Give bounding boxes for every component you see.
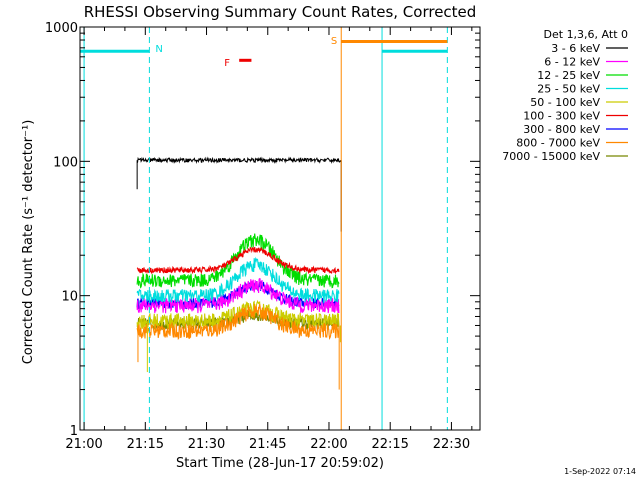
series-800-7000kev [136,304,340,341]
x-tick-label-6: 22:30 [433,437,470,452]
chart-title: RHESSI Observing Summary Count Rates, Co… [84,3,477,21]
x-axis-label: Start Time (28-Jun-17 20:59:02) [176,456,384,471]
y-tick-label-3: 1000 [45,21,78,36]
x-tick-label-1: 21:15 [127,437,164,452]
legend-label-2: 12 - 25 keV [537,69,600,82]
legend-label-3: 25 - 50 keV [537,83,600,96]
footer-date: 1-Sep-2022 07:14 [564,467,636,476]
series-3-6kev [136,156,342,164]
annotation-f-2: F [224,58,230,69]
x-tick-label-2: 21:30 [188,437,225,452]
legend-header: Det 1,3,6, Att 0 [544,28,628,41]
legend-label-4: 50 - 100 keV [530,96,600,109]
annotation-n-0: N [155,44,162,55]
series-12-25kev [136,233,340,289]
legend-label-6: 300 - 800 keV [523,123,600,136]
annotation-s-1: S [331,36,337,47]
plot-frame [79,26,481,431]
legend-label-1: 6 - 12 keV [544,56,600,69]
series-100-300kev [136,246,340,275]
series-6-12kev [136,277,340,314]
y-axis-label: Corrected Count Rate (s⁻¹ detector⁻¹) [21,120,36,365]
legend-label-0: 3 - 6 keV [551,42,600,55]
x-tick-label-5: 22:15 [371,437,408,452]
y-tick-label-2: 100 [53,155,78,170]
legend-label-5: 100 - 300 keV [523,110,600,123]
legend-label-8: 7000 - 15000 keV [502,150,600,163]
y-tick-label-1: 10 [61,290,78,305]
plot-layer: N S F 21:00 21:15 21:30 21:45 22:00 22:15 22:30 1 1… [45,21,481,452]
x-tick-label-3: 21:45 [249,437,286,452]
y-tick-label-0: 1 [70,424,78,439]
x-tick-label-4: 22:00 [310,437,347,452]
series-25-50kev [136,256,340,304]
legend-label-7: 800 - 7000 keV [516,137,600,150]
x-tick-label-0: 21:00 [65,437,102,452]
